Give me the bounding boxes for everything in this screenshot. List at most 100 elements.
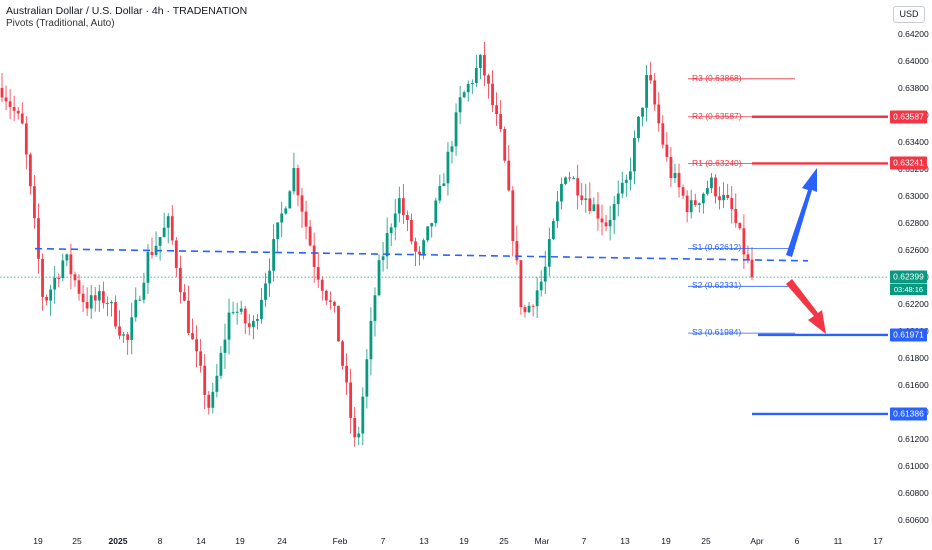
candle-body — [442, 183, 446, 187]
candle-body — [426, 226, 430, 241]
candle-body — [547, 239, 551, 267]
candle-body — [207, 394, 211, 408]
candle-body — [8, 101, 12, 107]
candle-body — [393, 213, 397, 228]
candle-body — [373, 295, 377, 321]
candle-body — [126, 334, 130, 340]
y-tick-label: 0.61200 — [898, 434, 929, 444]
candle-body — [750, 259, 754, 278]
candle-body — [85, 302, 89, 309]
down-arrow[interactable] — [786, 279, 826, 334]
candle-body — [450, 146, 454, 152]
candle-body — [106, 302, 109, 304]
candle-body — [178, 267, 182, 293]
candle-body — [0, 88, 4, 98]
candle-body — [653, 80, 657, 105]
candle-body — [357, 433, 361, 438]
candle-body — [742, 228, 746, 255]
candle-body — [397, 198, 401, 214]
candle-body — [604, 222, 608, 227]
candle-body — [215, 375, 219, 392]
candle-body — [223, 339, 227, 353]
candle-body — [738, 222, 742, 229]
price-badge: 0.61971 — [890, 328, 927, 342]
candle-body — [657, 104, 661, 124]
currency-button[interactable]: USD — [893, 6, 925, 23]
candle-body — [596, 204, 600, 219]
y-tick-label: 0.60800 — [898, 488, 929, 498]
candle-body — [706, 188, 709, 194]
candle-body — [324, 290, 328, 301]
candle-body — [49, 289, 53, 301]
x-tick-label: 25 — [72, 536, 82, 546]
y-tick-label: 0.62200 — [898, 299, 929, 309]
indicator-label[interactable]: Pivots (Traditional, Auto) — [6, 18, 115, 29]
candle-body — [612, 204, 616, 221]
candle-body — [61, 260, 65, 279]
candle-body — [487, 75, 490, 84]
candle-body — [620, 182, 624, 194]
candle-body — [714, 177, 717, 197]
candle-body — [406, 214, 409, 220]
candle-body — [600, 218, 604, 223]
pivot-label: R1 (0.63240) — [692, 157, 742, 168]
candle-body — [264, 283, 267, 300]
x-tick-label: 19 — [661, 536, 671, 546]
x-tick-label: 19 — [235, 536, 245, 546]
candle-body — [199, 351, 203, 366]
candle-body — [483, 54, 486, 76]
candle-body — [365, 359, 369, 397]
y-tick-label: 0.64200 — [898, 29, 929, 39]
candle-body — [438, 186, 442, 201]
candle-body — [677, 172, 681, 188]
candle-body — [162, 227, 166, 238]
up-arrow[interactable] — [786, 168, 817, 257]
candle-body — [572, 178, 576, 180]
x-tick-label: 7 — [380, 536, 386, 546]
price-badge: 0.63241 — [890, 156, 927, 170]
pivot-label: R3 (0.63868) — [692, 72, 742, 83]
candle-body — [28, 154, 32, 187]
candle-body — [418, 251, 421, 255]
candle-body — [320, 279, 324, 291]
candle-body — [272, 239, 276, 271]
dashed-trendline[interactable] — [34, 247, 809, 262]
x-tick-label: 8 — [157, 536, 163, 546]
candle-body — [661, 123, 665, 145]
pivot-label: R2 (0.63587) — [692, 110, 742, 121]
candle-body — [114, 302, 117, 327]
arrows — [786, 168, 826, 334]
candle-body — [174, 240, 178, 268]
candle-body — [556, 201, 559, 222]
candle-body — [353, 417, 357, 438]
candle-body — [45, 296, 48, 301]
x-tick-label: 13 — [620, 536, 630, 546]
candle-body — [616, 193, 620, 205]
candle-body — [478, 54, 482, 68]
candle-body — [296, 168, 300, 196]
candle-body — [24, 123, 28, 155]
candle-body — [499, 114, 503, 130]
candle-body — [231, 312, 235, 314]
candle-body — [130, 317, 134, 340]
price-badge: 0.61386 — [890, 407, 927, 421]
candle-body — [276, 222, 280, 240]
candle-body — [539, 281, 543, 291]
candle-body — [16, 110, 20, 114]
candle-body — [191, 333, 194, 340]
candle-body — [633, 137, 636, 172]
candle-body — [511, 190, 515, 242]
y-tick-label: 0.64000 — [898, 56, 929, 66]
candle-body — [531, 305, 535, 307]
candle-body — [110, 302, 113, 304]
candle-body — [20, 113, 24, 124]
candle-body — [454, 112, 458, 147]
candle-body — [551, 221, 555, 240]
symbol-title[interactable]: Australian Dollar / U.S. Dollar · 4h · T… — [6, 5, 248, 17]
x-tick-label: 19 — [33, 536, 43, 546]
bar-countdown: 03:48:16 — [890, 283, 927, 295]
candle-body — [693, 200, 697, 205]
candle-body — [523, 307, 527, 313]
candle-body — [187, 300, 190, 334]
